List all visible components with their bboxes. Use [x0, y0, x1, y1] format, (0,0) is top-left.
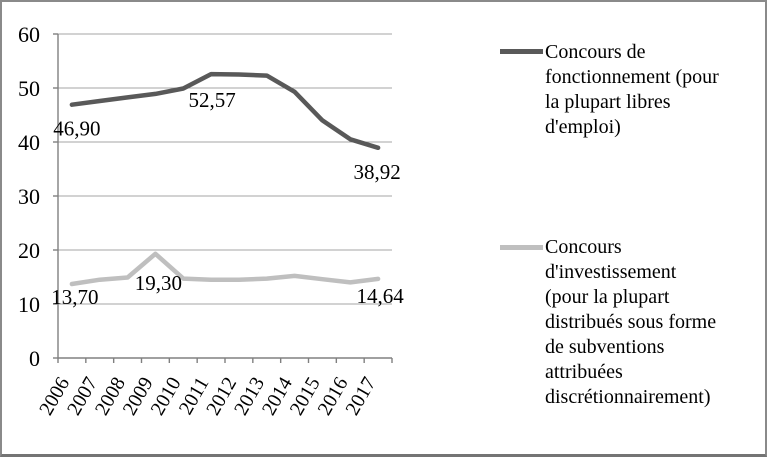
- legend-label-line: discrétionnairement): [545, 386, 711, 408]
- y-axis-label: 0: [29, 346, 40, 371]
- legend-label-line: (pour la plupart: [545, 286, 670, 308]
- data-label-series-0: 52,57: [188, 88, 235, 112]
- legend-label-line: la plupart libres: [545, 91, 671, 113]
- legend-label-investissement: Concours d'investissement (pour la plupa…: [545, 235, 716, 410]
- y-axis-label: 50: [18, 76, 40, 101]
- legend-label-fonctionnement: Concours de fonctionnement (pour la plup…: [545, 40, 719, 140]
- legend-line-marker-dark: [500, 49, 543, 54]
- legend-label-line: fonctionnement (pour: [545, 66, 719, 88]
- y-axis-label: 60: [18, 22, 40, 47]
- data-label-series-0: 46,90: [53, 117, 100, 141]
- data-label-series-0: 38,92: [353, 160, 400, 184]
- data-label-series-1: 13,70: [51, 285, 98, 309]
- series-line-1: [69, 251, 381, 287]
- y-axis-label: 30: [18, 184, 40, 209]
- legend-label-line: Concours de: [545, 41, 646, 63]
- y-axis-label: 40: [18, 130, 40, 155]
- legend-label-line: de subventions: [545, 336, 665, 358]
- legend-line-marker-light: [500, 245, 543, 250]
- y-axis-label: 10: [18, 292, 40, 317]
- legend-label-line: d'emploi): [545, 116, 621, 138]
- x-axis-label: 2017: [341, 374, 380, 420]
- legend-label-line: d'investissement: [545, 261, 677, 283]
- series-line-0: [69, 71, 381, 151]
- x-axis-label: 2010: [147, 374, 186, 420]
- data-label-series-1: 19,30: [135, 271, 182, 295]
- legend-label-line: attribuées: [545, 361, 623, 383]
- legend-label-line: Concours: [545, 236, 622, 258]
- legend-label-line: distribués sous forme: [545, 311, 717, 333]
- y-axis-label: 20: [18, 238, 40, 263]
- data-label-series-1: 14,64: [356, 284, 404, 308]
